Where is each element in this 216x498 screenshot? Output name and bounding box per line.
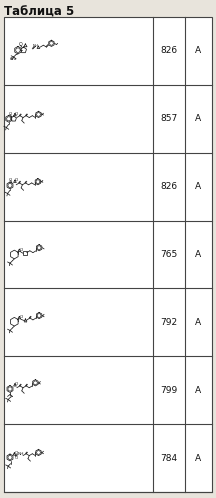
Text: A: A <box>195 318 202 327</box>
Text: O: O <box>19 315 23 319</box>
Text: 799: 799 <box>160 386 178 395</box>
Text: O: O <box>8 112 12 116</box>
Text: O: O <box>19 248 23 251</box>
Text: O: O <box>19 42 22 47</box>
Text: O: O <box>15 112 18 116</box>
Text: O: O <box>15 178 18 182</box>
Text: 826: 826 <box>160 182 177 191</box>
Text: 792: 792 <box>160 318 177 327</box>
Text: A: A <box>195 386 202 395</box>
Text: A: A <box>195 46 202 55</box>
Text: O: O <box>9 177 12 181</box>
Text: A: A <box>195 114 202 124</box>
Text: O: O <box>14 451 18 455</box>
Text: A: A <box>195 250 202 259</box>
Text: O: O <box>15 382 18 386</box>
Text: 784: 784 <box>160 454 177 463</box>
Bar <box>23 251 27 255</box>
Text: NH: NH <box>17 452 24 456</box>
Text: NH: NH <box>33 44 39 48</box>
Text: 765: 765 <box>160 250 178 259</box>
Text: O: O <box>24 320 27 324</box>
Text: Таблица 5: Таблица 5 <box>4 6 74 19</box>
Text: O: O <box>14 456 18 460</box>
Text: A: A <box>195 454 202 463</box>
Text: 857: 857 <box>160 114 178 124</box>
Text: 826: 826 <box>160 46 177 55</box>
Text: A: A <box>195 182 202 191</box>
Text: tBu: tBu <box>10 57 17 61</box>
